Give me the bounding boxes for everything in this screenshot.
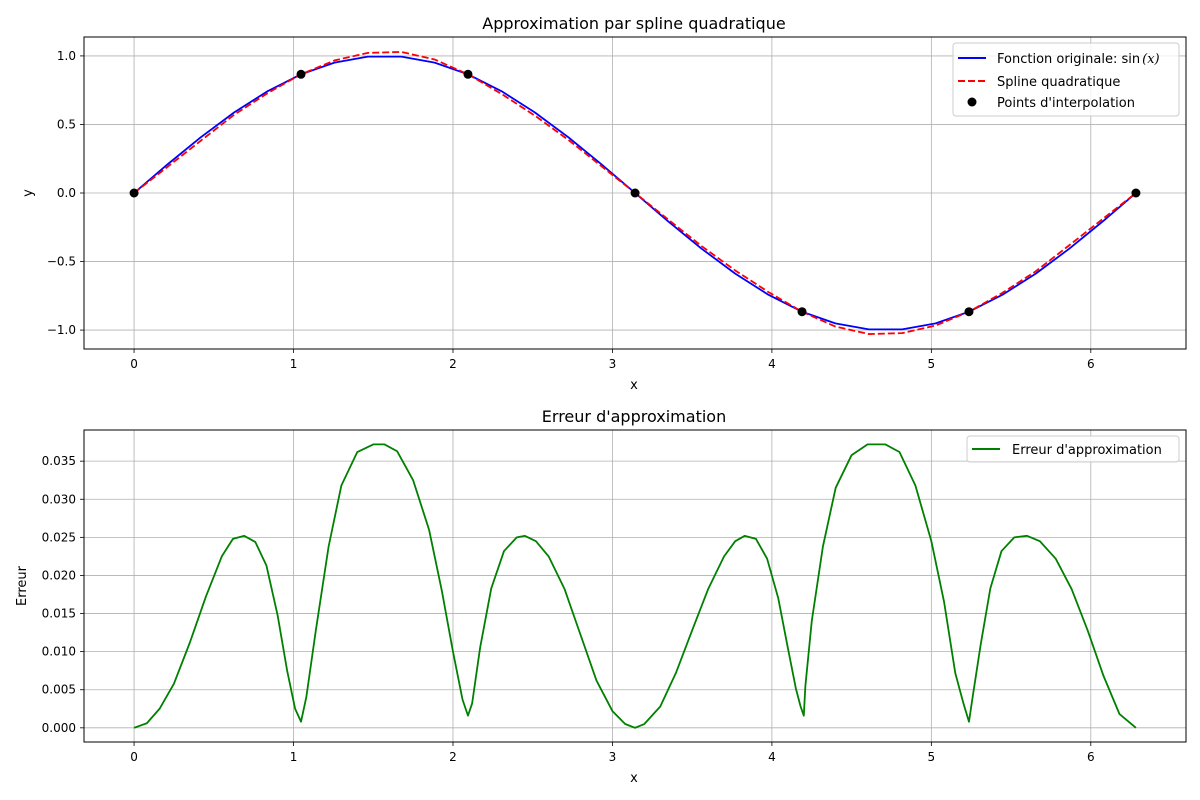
y-tick-label: 0.035	[42, 454, 76, 468]
legend-swatch-points	[967, 97, 977, 107]
y-tick-label: −1.0	[47, 323, 76, 337]
y-tick-label: 0.015	[42, 607, 76, 621]
interpolation-point	[964, 307, 974, 317]
y-axis-label: Erreur	[15, 565, 30, 606]
axis-ticks: 0 1 2 3 4 5 6 0.000 0.005 0.010 0.015 0.020 0.025 0.0…	[42, 454, 1095, 764]
y-tick-label: 0.0	[57, 186, 76, 200]
plot-title: Erreur d'approximation	[542, 407, 726, 426]
y-tick-label: 0.010	[42, 645, 76, 659]
legend: Erreur d'approximation	[966, 435, 1180, 463]
legend-label-spline: Spline quadratique	[997, 75, 1120, 90]
legend-label-sin: Fonction originale: sin (x)	[997, 52, 1160, 67]
plot-title: Approximation par spline quadratique	[482, 14, 785, 33]
y-tick-label: 0.000	[42, 721, 76, 735]
legend-label-sin-math: (x)	[1142, 52, 1159, 67]
y-tick-label: −0.5	[47, 255, 76, 269]
y-tick-label: 0.5	[57, 117, 76, 131]
legend: Fonction originale: sin (x) Spline quadra…	[952, 42, 1180, 117]
series-group	[133, 443, 1137, 729]
error-plot: Erreur d'approximation 0 1 2 3 4 5 6 0.000 0.005…	[15, 407, 1187, 786]
y-tick-label: 0.025	[42, 530, 76, 544]
series-group	[129, 51, 1141, 335]
x-tick-label: 3	[609, 357, 617, 371]
y-tick-label: 0.005	[42, 683, 76, 697]
y-tick-label: 1.0	[57, 49, 76, 63]
grid-lines	[84, 430, 1186, 742]
x-tick-label: 1	[290, 357, 298, 371]
x-axis-label: x	[630, 378, 638, 393]
interpolation-point	[296, 69, 306, 79]
x-tick-label: 6	[1087, 750, 1095, 764]
series-line-0	[133, 443, 1137, 729]
axes-frame	[83, 429, 1187, 743]
legend-label-sin-text: Fonction originale: sin	[997, 52, 1140, 67]
x-tick-label: 1	[290, 750, 298, 764]
interpolation-point	[463, 69, 473, 79]
x-tick-label: 0	[130, 750, 138, 764]
y-tick-label: 0.030	[42, 492, 76, 506]
x-tick-label: 5	[928, 750, 936, 764]
legend-label-points: Points d'interpolation	[997, 96, 1135, 111]
interpolation-point	[1131, 188, 1141, 198]
x-tick-label: 4	[768, 357, 776, 371]
x-tick-label: 2	[449, 750, 457, 764]
legend-box	[966, 435, 1180, 463]
legend-box	[952, 42, 1180, 117]
x-tick-label: 5	[928, 357, 936, 371]
y-axis-label: y	[21, 189, 36, 197]
interpolation-point	[129, 188, 139, 198]
interpolation-point	[797, 307, 807, 317]
x-tick-label: 6	[1087, 357, 1095, 371]
axes-frame	[83, 36, 1187, 350]
legend-label-error: Erreur d'approximation	[1012, 443, 1162, 458]
x-tick-label: 4	[768, 750, 776, 764]
y-tick-label: 0.020	[42, 568, 76, 582]
x-axis-label: x	[630, 771, 638, 786]
x-tick-label: 3	[609, 750, 617, 764]
axis-ticks: 0 1 2 3 4 5 6 −1.0 −0.5 0.0 0.5 1.0	[47, 49, 1095, 371]
x-tick-label: 0	[130, 357, 138, 371]
spline-approximation-plot: Approximation par spline quadratique 0 1 2…	[21, 14, 1187, 393]
interpolation-point	[630, 188, 640, 198]
x-tick-label: 2	[449, 357, 457, 371]
